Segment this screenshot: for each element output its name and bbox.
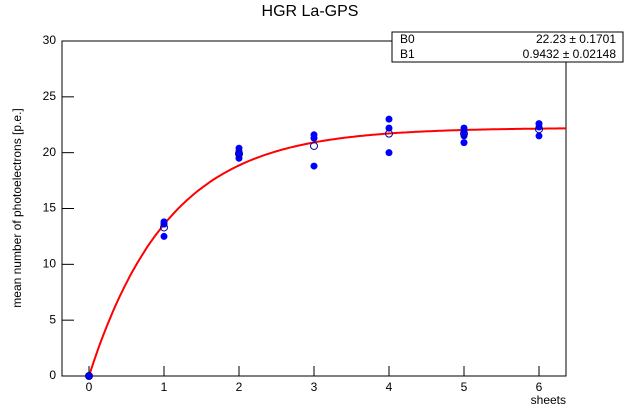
x-tick-label: 6 <box>536 380 543 394</box>
mean-point <box>235 149 243 158</box>
data-point <box>85 372 93 380</box>
stats-name: B0 <box>400 32 415 46</box>
x-tick-label: 4 <box>386 380 393 394</box>
y-tick-label: 15 <box>43 201 57 215</box>
data-point <box>310 134 318 142</box>
mean-point <box>460 129 468 138</box>
stats-value: 0.9432 ± 0.02148 <box>523 47 617 61</box>
y-tick-label: 20 <box>43 145 57 159</box>
data-point <box>385 124 393 132</box>
stats-box <box>391 31 624 63</box>
fit-curve <box>88 127 566 377</box>
data-point <box>385 115 393 123</box>
data-point <box>535 123 543 131</box>
mean-point <box>85 372 93 380</box>
y-tick-label: 25 <box>43 89 57 103</box>
y-tick-label: 30 <box>43 33 57 47</box>
y-axis-label: mean number of photoelectrons [p.e.] <box>10 108 24 307</box>
mean-point <box>385 129 393 138</box>
x-tick-label: 1 <box>161 380 168 394</box>
x-tick-label: 3 <box>311 380 318 394</box>
data-point <box>460 132 468 140</box>
data-point <box>160 232 168 240</box>
x-axis-label: sheets <box>531 393 566 407</box>
stats-name: B1 <box>400 47 415 61</box>
data-point <box>310 162 318 170</box>
data-point <box>535 132 543 140</box>
x-tick-label: 5 <box>461 380 468 394</box>
stats-value: 22.23 ± 0.1701 <box>536 32 616 46</box>
mean-point <box>160 223 168 232</box>
data-point <box>385 149 393 157</box>
y-tick-label: 10 <box>43 257 57 271</box>
mean-point <box>535 125 543 134</box>
y-tick-label: 0 <box>49 368 56 382</box>
y-tick-label: 5 <box>49 312 56 326</box>
data-point <box>460 139 468 147</box>
x-tick-label: 2 <box>236 380 243 394</box>
chart-title: HGR La-GPS <box>262 3 359 20</box>
x-tick-label: 0 <box>86 380 93 394</box>
mean-point <box>310 141 318 150</box>
